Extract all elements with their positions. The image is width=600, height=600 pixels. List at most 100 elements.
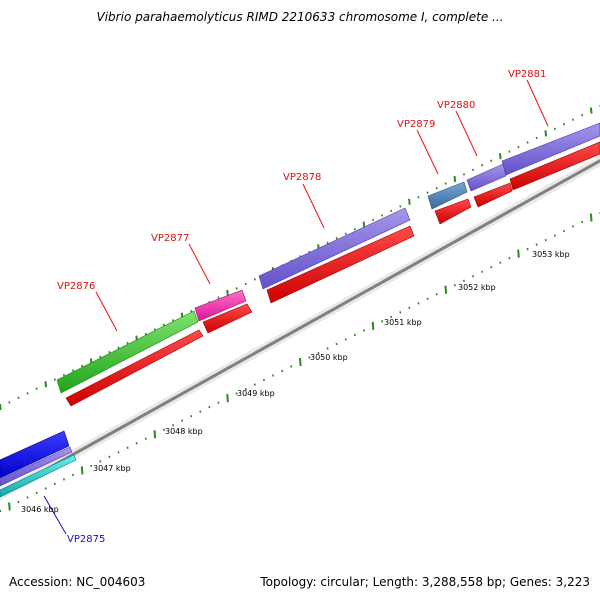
tick-mark — [344, 232, 347, 235]
gene-vp2877-bar[interactable] — [194, 289, 247, 322]
cds-arrow[interactable] — [202, 303, 253, 334]
tick-mark — [517, 249, 520, 258]
tick-mark — [544, 238, 547, 242]
tick-mark — [226, 289, 229, 297]
tick-mark — [62, 478, 66, 481]
tick-mark — [81, 364, 84, 368]
tick-mark — [271, 374, 275, 377]
tick-mark — [571, 225, 575, 228]
tick-mark — [235, 392, 238, 395]
gene-vp2880-bar[interactable] — [466, 163, 507, 192]
tick-mark — [208, 405, 211, 409]
tick-mark — [108, 455, 111, 459]
genome-backbone — [0, 155, 600, 501]
map-title: Vibrio parahaemolyticus RIMD 2210633 chr… — [96, 10, 504, 24]
tick-mark — [562, 123, 566, 126]
tick-mark — [471, 274, 475, 278]
tick-mark — [353, 333, 356, 337]
tick-mark — [117, 346, 120, 349]
label-leaders — [43, 79, 549, 535]
tick-mark — [408, 198, 411, 205]
tick-mark — [371, 321, 375, 330]
tick-mark — [71, 473, 75, 477]
tick-mark — [17, 500, 20, 504]
scale-label: 3047 kbp — [93, 464, 131, 473]
tick-mark — [44, 381, 48, 388]
tick-mark — [362, 221, 366, 228]
tick-mark — [308, 356, 311, 359]
cds-arrow[interactable] — [266, 225, 415, 304]
gene-vp2881-bar[interactable] — [501, 122, 600, 176]
tick-mark — [408, 306, 411, 310]
tick-mark — [244, 282, 247, 286]
tick-mark — [26, 496, 29, 499]
tick-mark — [26, 392, 29, 395]
accession-text: Accession: NC_004603 — [9, 575, 146, 589]
gene-label[interactable]: VP2876 — [57, 281, 95, 292]
tick-mark — [253, 383, 256, 386]
tick-mark — [144, 437, 147, 440]
tick-mark — [526, 247, 529, 251]
tick-mark — [171, 423, 175, 427]
tick-mark — [417, 302, 420, 305]
tick-mark — [444, 182, 447, 185]
tick-mark — [35, 387, 38, 390]
tick-mark — [571, 118, 575, 121]
tick-mark — [126, 341, 129, 345]
tick-mark — [153, 430, 157, 439]
tick-mark — [0, 509, 2, 513]
cds-arrow[interactable] — [509, 141, 600, 191]
tick-mark — [162, 323, 166, 327]
cds-arrow[interactable] — [473, 182, 513, 208]
tick-mark — [17, 396, 20, 400]
scale-tick-row — [0, 212, 600, 513]
tick-mark — [499, 261, 502, 264]
gene-label[interactable]: VP2878 — [283, 172, 321, 183]
gene-labels: VP2875 VP2876 VP2877 VP2878 VP2879 VP288… — [57, 69, 546, 545]
gene-label[interactable]: VP2875 — [67, 534, 105, 545]
gene-vp2879-bar[interactable] — [427, 181, 468, 210]
tick-mark — [371, 218, 375, 222]
scale-label: 3050 kbp — [310, 353, 348, 362]
tick-mark — [399, 311, 402, 314]
tick-mark — [535, 136, 538, 140]
gene-vp2875-bar[interactable] — [0, 430, 70, 479]
tick-mark — [8, 401, 11, 404]
tick-mark — [135, 442, 138, 445]
scale-label: 3048 kbp — [165, 427, 203, 436]
gene-label[interactable]: VP2881 — [508, 69, 546, 80]
tick-mark — [253, 278, 256, 281]
tick-mark — [399, 205, 402, 208]
gene-vp2876-bar[interactable] — [56, 310, 199, 394]
tick-mark — [381, 320, 384, 323]
tick-mark — [0, 403, 2, 411]
tick-mark — [290, 365, 293, 368]
gene-label[interactable]: VP2880 — [437, 100, 475, 111]
gene-vp2875-sub-bar[interactable] — [0, 446, 73, 487]
tick-mark — [353, 227, 356, 231]
tick-mark — [144, 332, 147, 336]
tick-mark — [544, 130, 548, 137]
tick-mark — [453, 284, 456, 287]
tick-mark — [426, 297, 429, 301]
scale-label: 3051 kbp — [384, 318, 422, 327]
cds-arrow[interactable] — [434, 198, 472, 225]
cds-arrow[interactable] — [65, 329, 204, 407]
tick-mark — [235, 287, 238, 290]
genome-summary-text: Topology: circular; Length: 3,288,558 bp… — [260, 575, 590, 589]
tick-mark — [71, 369, 75, 372]
tick-mark — [108, 351, 111, 354]
gene-label[interactable]: VP2879 — [397, 119, 435, 130]
gene-vp2878-bar[interactable] — [258, 207, 411, 290]
tick-mark — [435, 293, 438, 296]
tick-mark — [390, 315, 393, 319]
tick-mark — [335, 237, 338, 240]
tick-mark — [326, 241, 329, 245]
gene-label[interactable]: VP2877 — [151, 233, 189, 244]
tick-mark — [462, 279, 466, 282]
gene-vp2875-cds-bar[interactable] — [0, 454, 77, 498]
tick-mark — [244, 387, 247, 391]
tick-mark — [162, 428, 166, 431]
scale-label: 3053 kbp — [532, 250, 570, 259]
tick-mark — [562, 229, 566, 233]
